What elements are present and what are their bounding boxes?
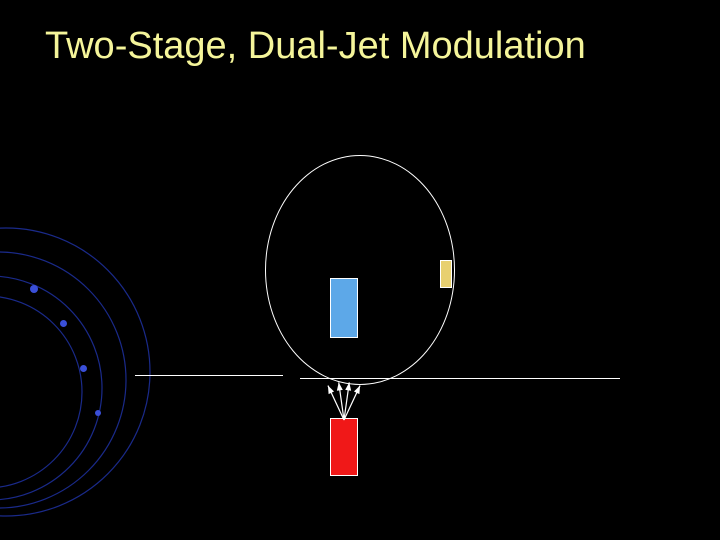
horizontal-line-left xyxy=(135,375,283,376)
orbit-dot xyxy=(30,285,38,293)
yellow-rect xyxy=(440,260,452,288)
jet-arrows xyxy=(284,372,404,432)
slide-title: Two-Stage, Dual-Jet Modulation xyxy=(45,25,586,68)
blue-rect xyxy=(330,278,358,338)
orbit-dot xyxy=(60,320,67,327)
orbit-dot xyxy=(95,410,101,416)
orbit-dot xyxy=(80,365,87,372)
orbit-decoration xyxy=(0,140,300,540)
main-ellipse xyxy=(265,155,455,385)
